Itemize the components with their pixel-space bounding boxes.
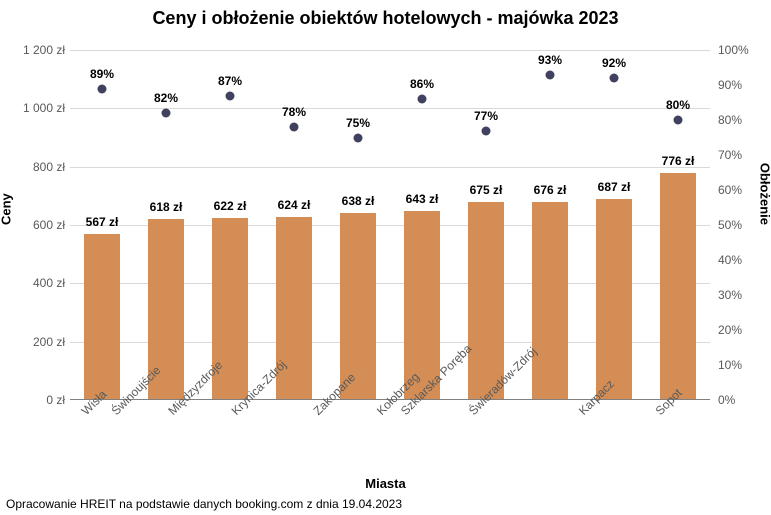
scatter-point (546, 70, 555, 79)
chart-footnote: Opracowanie HREIT na podstawie danych bo… (6, 497, 402, 511)
y-right-tick-label: 80% (718, 113, 758, 127)
chart-title: Ceny i obłożenie obiektów hotelowych - m… (0, 8, 771, 29)
scatter-point (226, 91, 235, 100)
scatter-value-label: 92% (602, 56, 626, 70)
bar-value-label: 687 zł (598, 180, 631, 194)
scatter-point (482, 126, 491, 135)
scatter-point (354, 133, 363, 142)
bar (532, 202, 567, 399)
bar (596, 199, 631, 399)
scatter-point (610, 74, 619, 83)
y-right-tick-label: 50% (718, 218, 758, 232)
bar (468, 202, 503, 399)
y-left-tick-label: 800 zł (15, 160, 65, 174)
bar-value-label: 618 zł (150, 200, 183, 214)
gridline (70, 167, 710, 168)
y-right-tick-label: 0% (718, 393, 758, 407)
scatter-point (418, 95, 427, 104)
x-ticks: WisłaŚwinoujścieMiędzyzdrojeKrynica-Zdró… (70, 400, 710, 480)
bar (660, 173, 695, 399)
y-right-tick-label: 100% (718, 43, 758, 57)
x-axis-title: Miasta (0, 476, 771, 491)
bar-value-label: 567 zł (86, 215, 119, 229)
y-left-tick-label: 200 zł (15, 335, 65, 349)
y-left-tick-label: 600 zł (15, 218, 65, 232)
y-right-tick-label: 90% (718, 78, 758, 92)
bar-value-label: 643 zł (406, 192, 439, 206)
bar-value-label: 624 zł (278, 198, 311, 212)
y-right-tick-label: 40% (718, 253, 758, 267)
scatter-value-label: 89% (90, 67, 114, 81)
y-right-tick-label: 20% (718, 323, 758, 337)
y-right-axis-title: Obłożenie (758, 163, 771, 225)
scatter-value-label: 82% (154, 91, 178, 105)
bar-value-label: 676 zł (534, 183, 567, 197)
scatter-value-label: 75% (346, 116, 370, 130)
y-left-tick-label: 0 zł (15, 393, 65, 407)
scatter-point (290, 123, 299, 132)
scatter-value-label: 93% (538, 53, 562, 67)
bar-value-label: 638 zł (342, 194, 375, 208)
scatter-point (98, 84, 107, 93)
y-right-tick-label: 60% (718, 183, 758, 197)
y-right-tick-label: 30% (718, 288, 758, 302)
y-left-tick-label: 1 000 zł (15, 101, 65, 115)
bar (84, 234, 119, 399)
gridline (70, 50, 710, 51)
scatter-value-label: 78% (282, 105, 306, 119)
scatter-point (162, 109, 171, 118)
y-left-tick-label: 400 zł (15, 276, 65, 290)
bar-value-label: 622 zł (214, 199, 247, 213)
scatter-value-label: 86% (410, 77, 434, 91)
y-left-tick-label: 1 200 zł (15, 43, 65, 57)
y-right-tick-label: 70% (718, 148, 758, 162)
bar-value-label: 675 zł (470, 183, 503, 197)
scatter-value-label: 87% (218, 74, 242, 88)
y-right-tick-label: 10% (718, 358, 758, 372)
y-left-axis-title: Ceny (0, 193, 14, 225)
plot-area: 0 zł200 zł400 zł600 zł800 zł1 000 zł1 20… (70, 50, 710, 400)
scatter-value-label: 77% (474, 109, 498, 123)
bar-value-label: 776 zł (662, 154, 695, 168)
scatter-point (674, 116, 683, 125)
scatter-value-label: 80% (666, 98, 690, 112)
